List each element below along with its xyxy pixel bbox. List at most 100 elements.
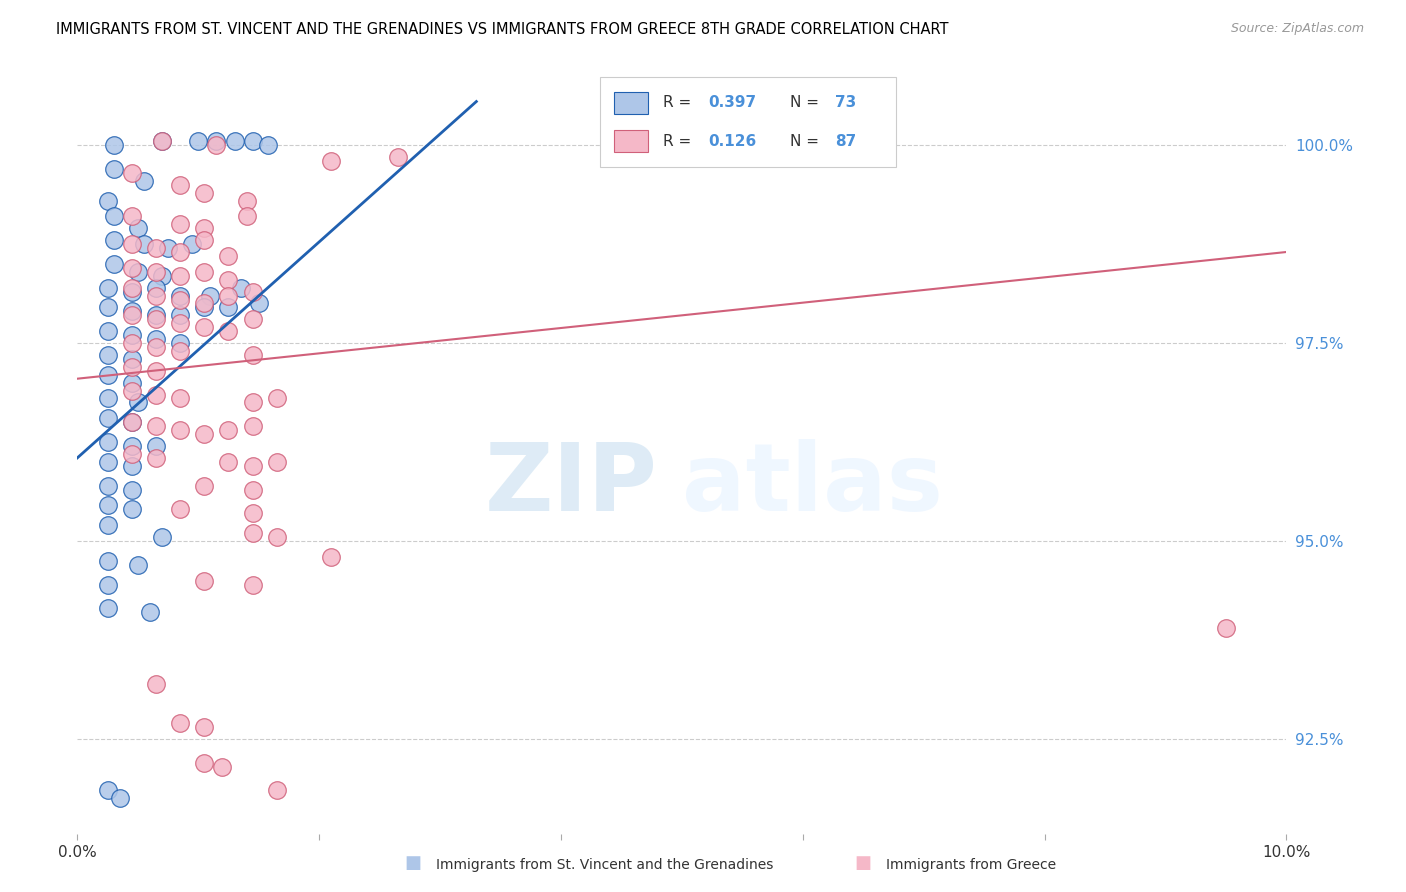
Point bbox=[169, 392, 191, 406]
Point bbox=[193, 296, 215, 310]
Text: N =: N = bbox=[790, 134, 824, 148]
Point bbox=[218, 301, 240, 315]
Point bbox=[132, 174, 155, 188]
FancyBboxPatch shape bbox=[614, 130, 648, 152]
Point bbox=[387, 150, 409, 164]
Point bbox=[121, 483, 143, 497]
Point bbox=[169, 423, 191, 437]
Point bbox=[266, 530, 288, 544]
Point bbox=[193, 186, 215, 200]
Point bbox=[145, 419, 167, 434]
Text: ■: ■ bbox=[855, 855, 872, 872]
Text: 73: 73 bbox=[835, 95, 856, 111]
Point bbox=[157, 241, 180, 255]
Point bbox=[145, 288, 167, 302]
Point bbox=[145, 439, 167, 453]
FancyBboxPatch shape bbox=[614, 92, 648, 114]
Point bbox=[169, 316, 191, 330]
Point bbox=[121, 376, 143, 390]
Text: IMMIGRANTS FROM ST. VINCENT AND THE GRENADINES VS IMMIGRANTS FROM GREECE 8TH GRA: IMMIGRANTS FROM ST. VINCENT AND THE GREN… bbox=[56, 22, 949, 37]
Point bbox=[169, 293, 191, 307]
Point bbox=[121, 280, 143, 294]
Point bbox=[96, 554, 118, 568]
Point bbox=[193, 756, 215, 770]
Text: Immigrants from Greece: Immigrants from Greece bbox=[886, 858, 1056, 872]
Point bbox=[150, 134, 173, 148]
Point bbox=[145, 364, 167, 378]
Point bbox=[96, 478, 118, 492]
Point bbox=[96, 783, 118, 797]
Point bbox=[169, 336, 191, 351]
Point bbox=[145, 676, 167, 690]
Point bbox=[96, 601, 118, 615]
Text: Immigrants from St. Vincent and the Grenadines: Immigrants from St. Vincent and the Gren… bbox=[436, 858, 773, 872]
Point bbox=[121, 384, 143, 398]
Text: ZIP: ZIP bbox=[485, 439, 658, 531]
Point bbox=[121, 359, 143, 374]
Text: R =: R = bbox=[662, 95, 696, 111]
Point bbox=[224, 134, 246, 148]
Point bbox=[193, 233, 215, 247]
Point bbox=[150, 530, 173, 544]
Point bbox=[139, 605, 162, 619]
Point bbox=[121, 260, 143, 275]
Point bbox=[121, 237, 143, 252]
Point bbox=[127, 221, 149, 235]
Point bbox=[205, 138, 228, 153]
Point bbox=[218, 249, 240, 263]
Point bbox=[108, 791, 131, 805]
FancyBboxPatch shape bbox=[600, 78, 896, 167]
Point bbox=[242, 348, 264, 362]
Point bbox=[169, 268, 191, 283]
Text: atlas: atlas bbox=[682, 439, 943, 531]
Point bbox=[242, 483, 264, 497]
Point bbox=[242, 526, 264, 541]
Point bbox=[145, 332, 167, 346]
Point bbox=[266, 392, 288, 406]
Point bbox=[169, 178, 191, 192]
Point bbox=[96, 348, 118, 362]
Point bbox=[96, 518, 118, 533]
Point bbox=[145, 280, 167, 294]
Point bbox=[121, 309, 143, 323]
Text: R =: R = bbox=[662, 134, 696, 148]
Point bbox=[242, 134, 264, 148]
Point bbox=[121, 285, 143, 299]
Point bbox=[169, 716, 191, 731]
Point bbox=[193, 478, 215, 492]
Point bbox=[145, 387, 167, 401]
Point bbox=[242, 312, 264, 326]
Point bbox=[103, 161, 125, 176]
Point bbox=[211, 760, 233, 774]
Point bbox=[103, 233, 125, 247]
Point bbox=[96, 499, 118, 513]
Point bbox=[121, 415, 143, 429]
Point bbox=[96, 455, 118, 469]
Text: 0.397: 0.397 bbox=[709, 95, 756, 111]
Point bbox=[193, 720, 215, 734]
Point bbox=[96, 301, 118, 315]
Point bbox=[103, 138, 125, 153]
Text: ■: ■ bbox=[405, 855, 422, 872]
Point bbox=[169, 343, 191, 358]
Point bbox=[127, 395, 149, 409]
Point bbox=[121, 502, 143, 516]
Point bbox=[121, 166, 143, 180]
Point bbox=[242, 577, 264, 591]
Point bbox=[193, 320, 215, 334]
Point bbox=[96, 194, 118, 208]
Point bbox=[181, 237, 204, 252]
Point bbox=[242, 419, 264, 434]
Point bbox=[235, 194, 257, 208]
Point bbox=[96, 392, 118, 406]
Point bbox=[247, 296, 270, 310]
Point bbox=[266, 455, 288, 469]
Point bbox=[121, 304, 143, 318]
Point bbox=[193, 574, 215, 588]
Point bbox=[96, 324, 118, 338]
Point bbox=[1215, 621, 1237, 635]
Point bbox=[242, 285, 264, 299]
Point bbox=[169, 502, 191, 516]
Point bbox=[257, 138, 280, 153]
Point bbox=[218, 423, 240, 437]
